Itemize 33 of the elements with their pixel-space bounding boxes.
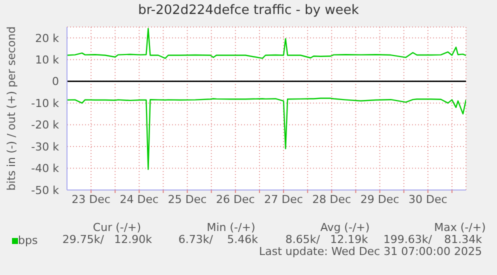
text: 12.90k — [114, 233, 152, 246]
y-tick-label: -30 k — [31, 140, 60, 154]
y-tick-label: -50 k — [31, 184, 60, 197]
x-tick-label: 25 Dec — [168, 192, 207, 206]
x-tick-label: 24 Dec — [120, 192, 159, 206]
text: 6.73k/ — [178, 233, 213, 246]
x-tick-label: 27 Dec — [264, 192, 303, 206]
x-tick-label: 29 Dec — [360, 192, 400, 206]
text: 199.63k/ — [383, 233, 432, 246]
y-tick-label: 10 k — [35, 54, 60, 67]
text: Max (-/+) — [433, 221, 487, 234]
x-tick-label: 26 Dec — [216, 192, 255, 206]
legend-label: bps — [18, 234, 38, 247]
text: 81.34k — [444, 233, 482, 246]
text: Last update: Wed Dec 31 07:00:00 2025 — [258, 245, 482, 258]
x-tick-label: 30 Dec — [408, 192, 448, 206]
y-axis-title: bits in (-) / out (+) per second — [4, 26, 18, 191]
text: 29.75k/ — [62, 233, 104, 246]
text: 8.65k/ — [285, 233, 320, 246]
text: Min (-/+) — [206, 221, 256, 234]
x-tick-label: 23 Dec — [72, 192, 110, 206]
text: 5.46k — [227, 233, 258, 246]
y-tick-label: -10 k — [31, 96, 60, 110]
chart-title: br-202d224defce traffic - by week — [137, 3, 360, 18]
y-tick-label: -20 k — [31, 118, 60, 132]
y-tick-label: -40 k — [31, 162, 60, 176]
text: Avg (-/+) — [319, 221, 371, 234]
x-tick-label: 28 Dec — [312, 192, 352, 206]
y-tick-label: 20 k — [35, 32, 60, 45]
y-tick-label: 0 — [52, 75, 59, 88]
text: 12.19k — [330, 233, 368, 246]
line-series — [67, 98, 466, 170]
text: Cur (-/+) — [92, 221, 142, 234]
